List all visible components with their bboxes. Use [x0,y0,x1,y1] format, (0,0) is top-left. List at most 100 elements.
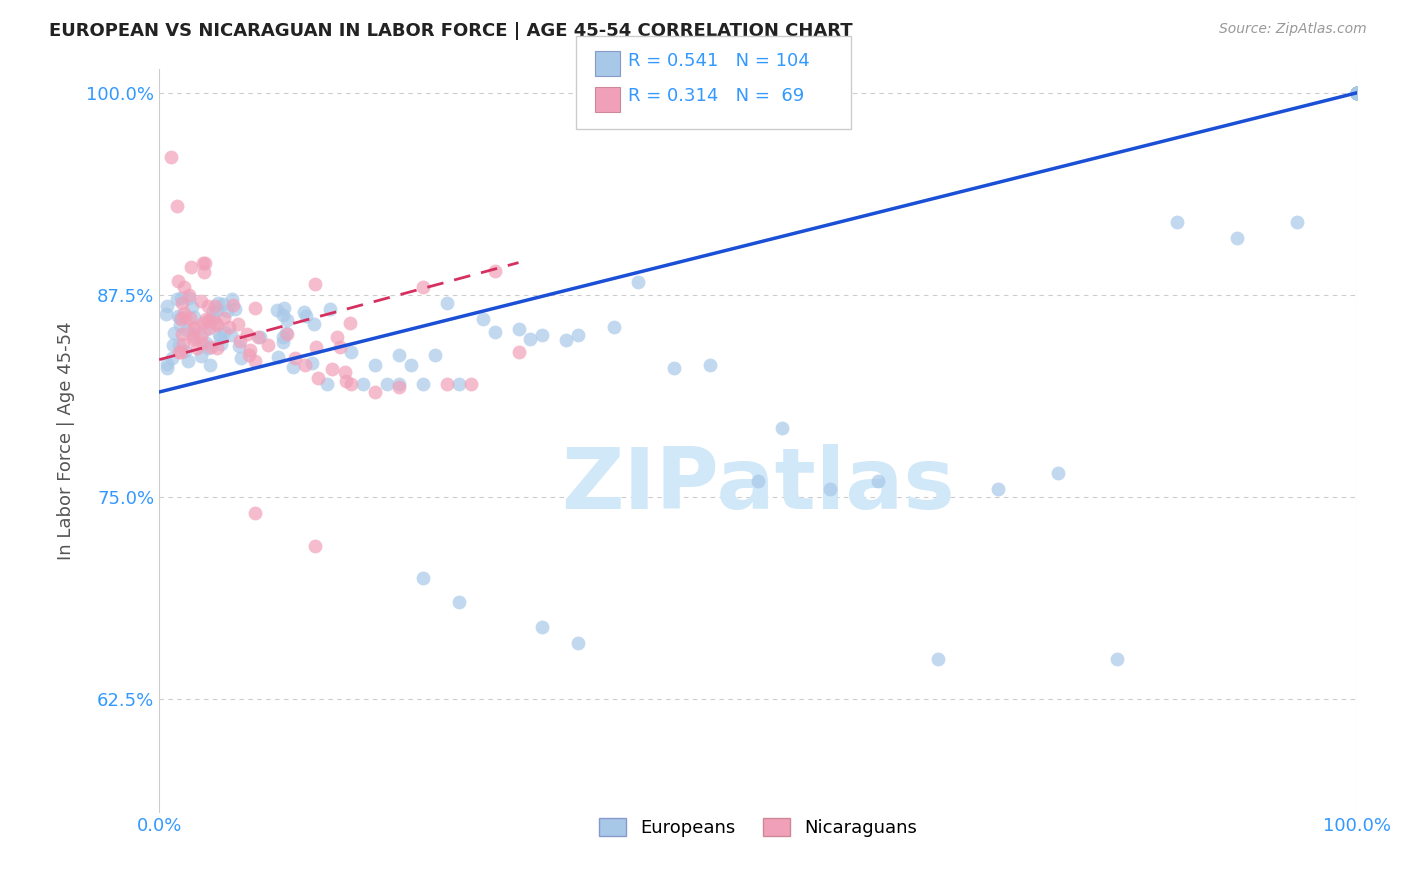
Point [167,309,190,323]
Point [200,340,222,354]
Text: Source: ZipAtlas.com: Source: ZipAtlas.com [1219,22,1367,37]
Point [172,327,194,342]
Point [195,335,218,350]
Point [1346,86,1368,100]
Point [1346,86,1368,100]
Point [176,322,198,336]
Point [436,376,458,391]
Point [340,344,363,359]
Point [1346,86,1368,100]
Point [179,310,201,325]
Point [197,314,219,328]
Point [1166,215,1188,229]
Point [204,299,226,313]
Point [1346,86,1368,100]
Point [1346,86,1368,100]
Point [177,288,200,302]
Point [508,344,530,359]
Point [191,335,214,350]
Point [412,376,434,391]
Point [201,311,224,326]
Point [987,482,1010,496]
Point [181,327,204,342]
Point [329,340,352,354]
Point [209,337,232,351]
Point [212,326,235,340]
Point [173,280,195,294]
Point [224,302,246,317]
Point [423,348,446,362]
Point [484,325,506,339]
Point [484,263,506,277]
Point [221,298,243,312]
Point [166,292,188,306]
Point [229,334,252,348]
Point [304,277,326,291]
Point [281,360,304,375]
Point [1346,86,1368,100]
Point [193,265,215,279]
Point [301,356,323,370]
Point [603,320,626,334]
Point [531,328,554,343]
Point [284,351,307,365]
Point [211,297,233,311]
Point [276,313,298,327]
Point [180,260,202,275]
Point [273,308,295,322]
Point [388,348,411,362]
Point [169,318,191,332]
Point [1346,86,1368,100]
Point [335,375,357,389]
Point [1346,86,1368,100]
Point [160,151,183,165]
Point [207,302,229,317]
Point [1046,466,1069,480]
Point [866,474,889,488]
Point [315,376,337,391]
Point [181,332,204,346]
Point [245,353,267,368]
Point [388,376,411,391]
Point [181,300,204,314]
Point [209,330,232,344]
Point [519,332,541,346]
Point [221,293,243,307]
Point [1346,86,1368,100]
Point [319,301,342,316]
Point [156,360,179,375]
Point [246,330,269,344]
Point [183,329,205,343]
Point [183,310,205,324]
Point [184,320,207,334]
Point [1346,86,1368,100]
Point [292,305,315,319]
Point [205,341,228,355]
Point [1346,86,1368,100]
Point [219,328,242,343]
Point [412,280,434,294]
Point [307,371,329,385]
Point [179,291,201,305]
Point [1346,86,1368,100]
Point [205,316,228,330]
Point [174,343,197,358]
Point [321,361,343,376]
Point [664,360,686,375]
Text: ZIPatlas: ZIPatlas [561,443,955,526]
Point [156,299,179,313]
Point [169,311,191,326]
Point [1346,86,1368,100]
Point [190,294,212,309]
Point [167,274,190,288]
Point [243,506,266,520]
Point [508,322,530,336]
Point [1107,652,1129,666]
Point [183,320,205,334]
Point [190,349,212,363]
Point [1346,86,1368,100]
Point [249,329,271,343]
Point [627,275,650,289]
Point [170,311,193,326]
Point [217,304,239,318]
